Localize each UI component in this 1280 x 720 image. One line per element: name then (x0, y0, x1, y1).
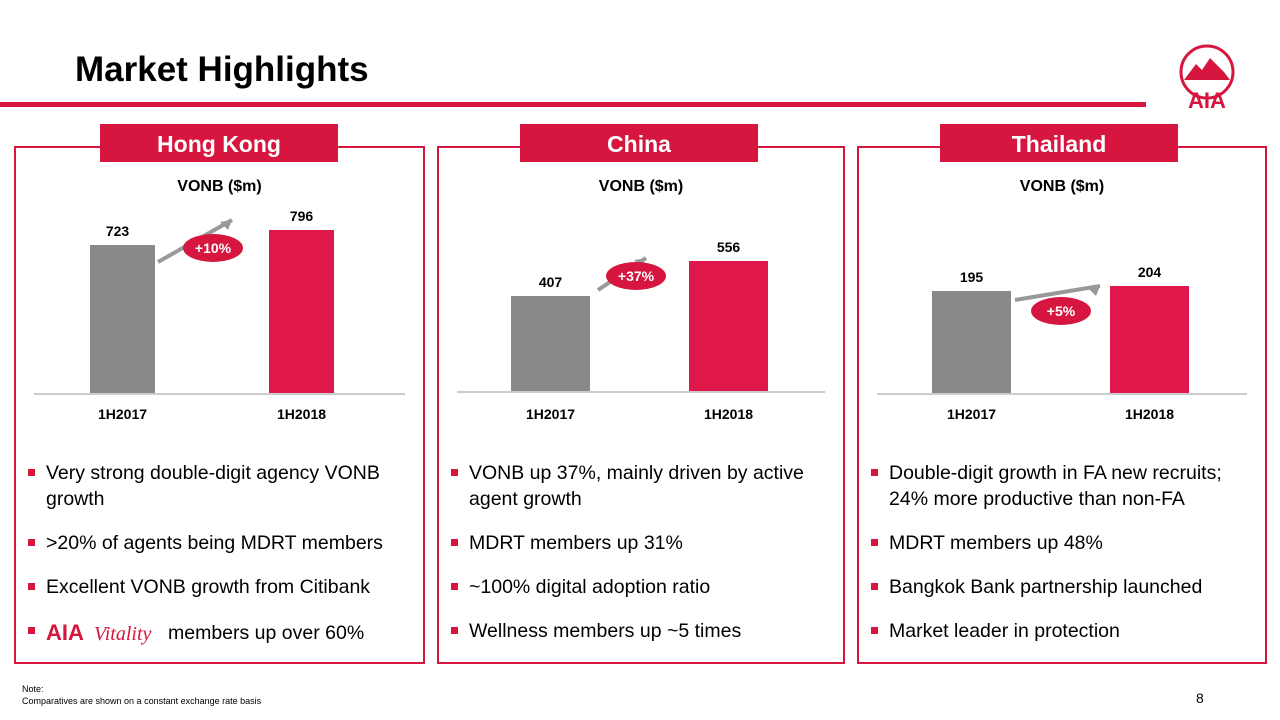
bullet-icon (871, 469, 878, 476)
bullet-text: MDRT members up 31% (469, 532, 683, 554)
bullet-icon (28, 539, 35, 546)
svg-text:AIA: AIA (1188, 88, 1226, 112)
note-label: Note: (22, 684, 44, 694)
bullet-text: ~100% digital adoption ratio (469, 576, 711, 598)
bar-1H2018 (689, 261, 768, 391)
bar-1H2017 (90, 244, 155, 393)
thailand-bullets: Double-digit growth in FA new recruits; … (867, 460, 1263, 662)
growth-badge: +5% (1031, 297, 1091, 325)
aia-logo: AIA (1179, 44, 1235, 112)
data-label: 407 (538, 274, 563, 291)
page-title: Market Highlights (75, 50, 369, 89)
title-divider (0, 102, 1146, 107)
bullet-text: Market leader in protection (889, 620, 1120, 642)
data-label: 195 (959, 269, 984, 285)
bar-1H2018 (269, 229, 334, 393)
bullet-item: MDRT members up 31% (447, 530, 841, 556)
china-bullets: VONB up 37%, mainly driven by active age… (447, 460, 841, 662)
aia-vitality-logo: AIA Vitality (46, 620, 152, 645)
bullet-icon (451, 539, 458, 546)
hong-kong-header: Hong Kong (100, 124, 338, 162)
bullet-icon (871, 627, 878, 634)
hong-kong-bullets: Very strong double-digit agency VONB gro… (24, 460, 421, 668)
bullet-item: Wellness members up ~5 times (447, 618, 841, 644)
bullet-icon (871, 539, 878, 546)
data-label: 796 (289, 207, 314, 224)
bullet-text: VONB up 37%, mainly driven by active age… (469, 462, 804, 510)
data-label: 723 (105, 222, 130, 239)
bullet-text: MDRT members up 48% (889, 532, 1103, 554)
x-axis (34, 393, 405, 395)
bullet-item: Very strong double-digit agency VONB gro… (24, 460, 421, 512)
bullet-icon (28, 583, 35, 590)
bullet-item: Excellent VONB growth from Citibank (24, 574, 421, 600)
bullet-icon (451, 583, 458, 590)
bullet-icon (28, 627, 35, 634)
bullet-text: Wellness members up ~5 times (469, 620, 742, 642)
bar-1H2018 (1110, 286, 1189, 393)
footnote: Note: Comparatives are shown on a consta… (22, 683, 261, 707)
bullet-text: Double-digit growth in FA new recruits; … (889, 462, 1222, 510)
svg-text:AIA: AIA (46, 620, 84, 645)
x-axis (457, 391, 825, 393)
data-label: 204 (1137, 264, 1162, 281)
bullet-text: Excellent VONB growth from Citibank (46, 576, 371, 598)
bullet-item: ~100% digital adoption ratio (447, 574, 841, 600)
growth-badge: +37% (606, 262, 666, 290)
bar-1H2017 (932, 291, 1011, 393)
bullet-icon (28, 469, 35, 476)
category-label: 1H2017 (525, 406, 576, 422)
bullet-text: Bangkok Bank partnership launched (889, 576, 1203, 598)
category-label: 1H2018 (276, 406, 327, 422)
china-header: China (520, 124, 758, 162)
bar-1H2017 (511, 296, 590, 391)
bullet-item: Bangkok Bank partnership launched (867, 574, 1263, 600)
category-label: 1H2017 (946, 406, 997, 422)
bullet-item: >20% of agents being MDRT members (24, 530, 421, 556)
bullet-text: >20% of agents being MDRT members (46, 532, 383, 554)
note-text: Comparatives are shown on a constant exc… (22, 696, 262, 706)
page-number: 8 (1196, 690, 1204, 706)
bullet-icon (451, 469, 458, 476)
category-label: 1H2018 (703, 406, 754, 422)
growth-badge: +10% (183, 234, 243, 262)
chart-title: VONB ($m) (177, 178, 262, 195)
bullet-item: AIA Vitality members up over 60% (24, 618, 421, 650)
bullet-item: MDRT members up 48% (867, 530, 1263, 556)
chart-title: VONB ($m) (598, 178, 684, 195)
category-label: 1H2018 (1124, 406, 1175, 422)
bullet-icon (451, 627, 458, 634)
category-label: 1H2017 (97, 406, 148, 422)
bullet-icon (871, 583, 878, 590)
bullet-item: Market leader in protection (867, 618, 1263, 644)
bullet-item: Double-digit growth in FA new recruits; … (867, 460, 1263, 512)
thailand-header: Thailand (940, 124, 1178, 162)
bullet-text: Very strong double-digit agency VONB gro… (46, 462, 380, 510)
svg-text:Vitality: Vitality (94, 623, 152, 645)
x-axis (877, 393, 1247, 395)
data-label: 556 (716, 239, 741, 256)
chart-title: VONB ($m) (1019, 178, 1105, 195)
bullet-text: members up over 60% (168, 622, 365, 645)
bullet-item: VONB up 37%, mainly driven by active age… (447, 460, 841, 512)
